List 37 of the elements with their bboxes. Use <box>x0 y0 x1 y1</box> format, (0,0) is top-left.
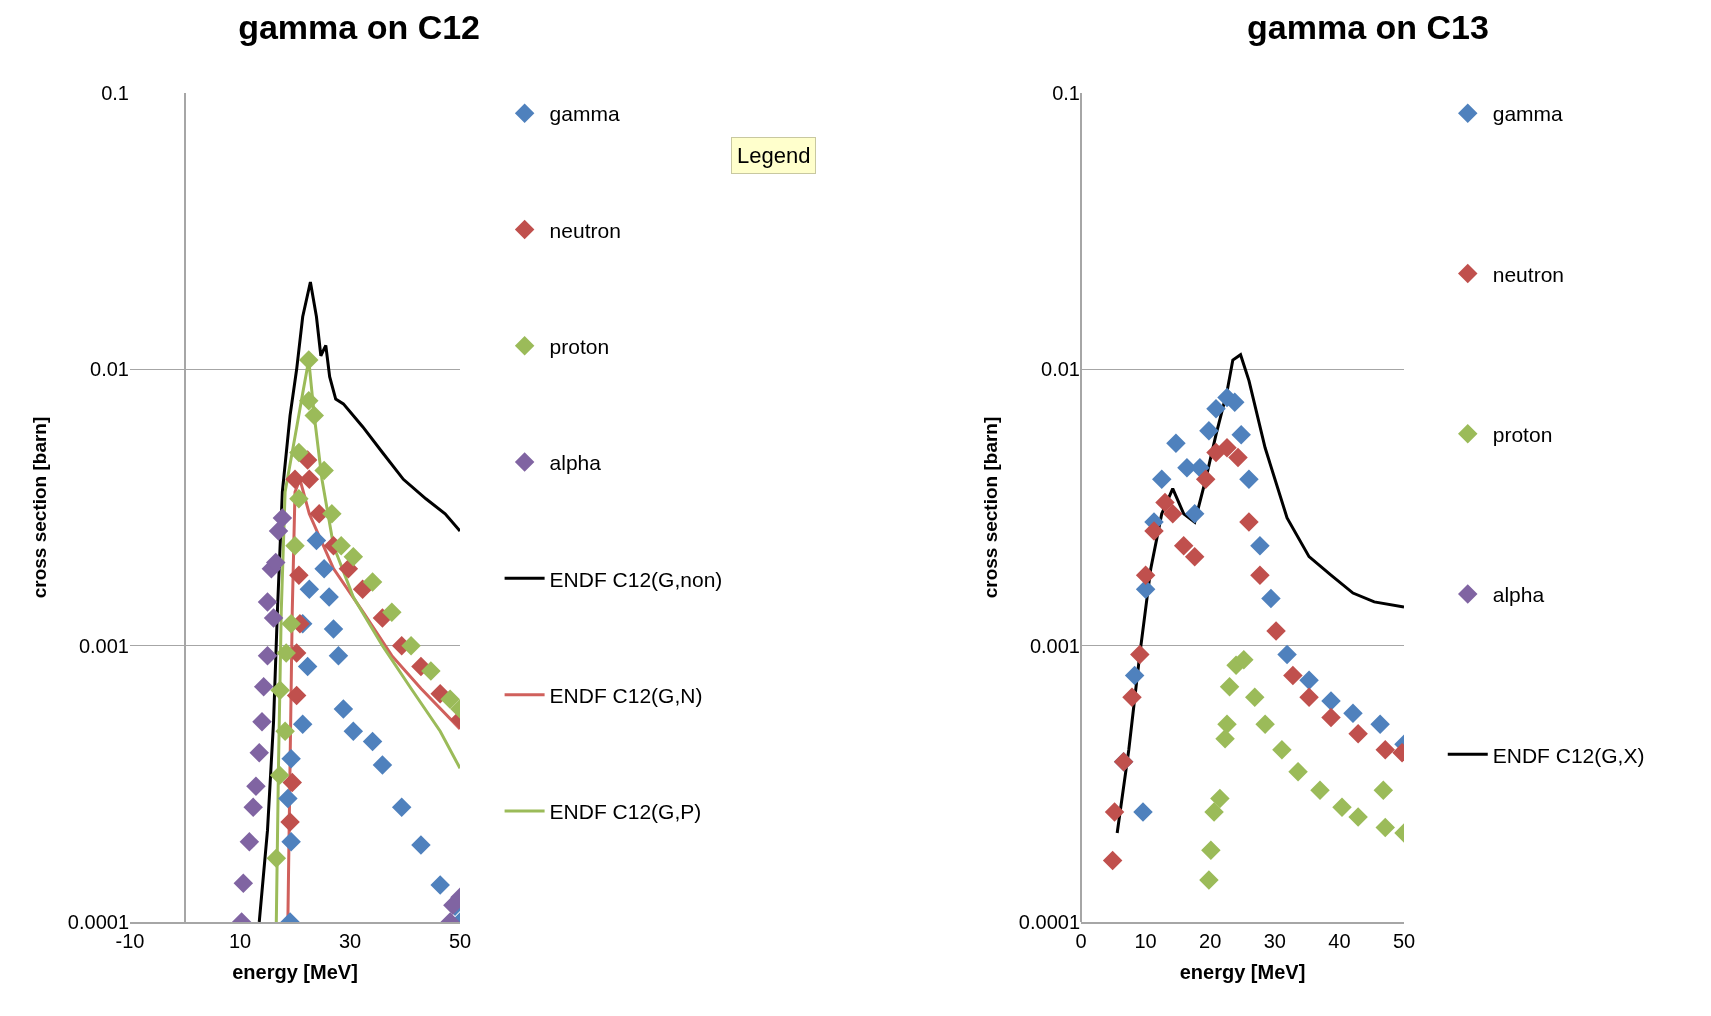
chart-title: gamma on C12 <box>238 8 481 47</box>
legend-label: ENDF C12(G,N) <box>549 683 703 707</box>
x-tick-label: 10 <box>228 930 252 952</box>
x-tick-label: 0 <box>1075 930 1087 952</box>
x-tick-label: 30 <box>1263 930 1286 952</box>
legend-label: ENDF C12(G,P) <box>549 800 702 824</box>
y-tick-label: 0.0001 <box>67 911 129 933</box>
legend-label: gamma <box>549 102 620 126</box>
y-tick-label: 0.0001 <box>1018 911 1080 933</box>
x-tick-label: 10 <box>1134 930 1157 952</box>
legend-label: ENDF C12(G,non) <box>549 567 723 591</box>
x-tick-label: -10 <box>115 930 145 952</box>
y-tick-label: 0.1 <box>1052 82 1080 104</box>
legend-label: neutron <box>549 218 621 242</box>
x-tick-label: 50 <box>448 930 472 952</box>
x-tick-label: 40 <box>1328 930 1351 952</box>
y-tick-label: 0.01 <box>1041 358 1080 381</box>
legend-label: neutron <box>1492 262 1564 286</box>
y-axis-title: cross section [barn] <box>979 416 1001 599</box>
y-tick-label: 0.1 <box>101 82 129 104</box>
text: Legend <box>737 143 811 168</box>
legend-label: proton <box>1492 422 1553 446</box>
legend-label: ENDF C12(G,X) <box>1492 743 1645 767</box>
x-tick-label: 50 <box>1392 930 1416 952</box>
y-tick-label: 0.001 <box>1029 634 1080 657</box>
y-tick-label: 0.01 <box>90 358 129 381</box>
legend-label: alpha <box>549 451 602 475</box>
legend-label: proton <box>549 334 610 358</box>
chart-title: gamma on C13 <box>1247 8 1489 47</box>
x-tick-label: 20 <box>1199 930 1222 952</box>
x-tick-label: 30 <box>338 930 362 952</box>
y-tick-label: 0.001 <box>78 634 129 657</box>
legend-label: gamma <box>1492 102 1564 126</box>
legend-label: alpha <box>1492 583 1545 607</box>
x-axis-title: energy [MeV] <box>1179 961 1306 983</box>
y-axis-title: cross section [barn] <box>28 416 50 599</box>
x-axis-title: energy [MeV] <box>232 961 358 983</box>
